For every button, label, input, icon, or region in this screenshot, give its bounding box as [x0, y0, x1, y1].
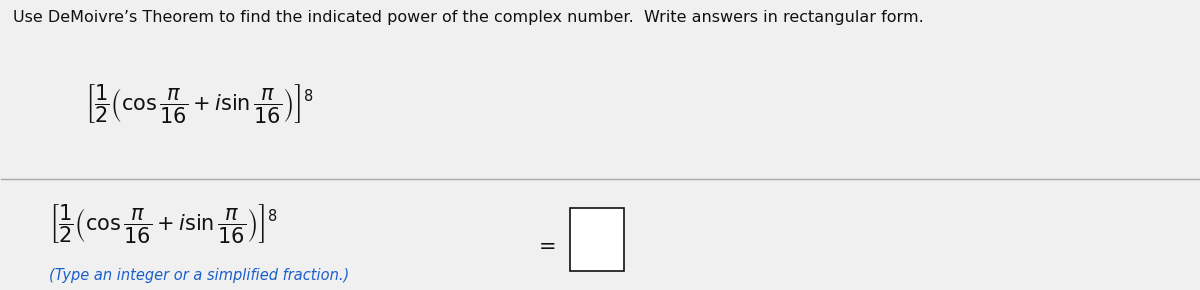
- FancyBboxPatch shape: [570, 208, 624, 271]
- Text: $\left[\dfrac{1}{2}\left(\cos\dfrac{\pi}{16} + i\sin\dfrac{\pi}{16}\right)\right: $\left[\dfrac{1}{2}\left(\cos\dfrac{\pi}…: [49, 202, 278, 245]
- Text: (Type an integer or a simplified fraction.): (Type an integer or a simplified fractio…: [49, 268, 349, 283]
- Text: $=$: $=$: [534, 236, 556, 255]
- Text: $\left[\dfrac{1}{2}\left(\cos\dfrac{\pi}{16} + i\sin\dfrac{\pi}{16}\right)\right: $\left[\dfrac{1}{2}\left(\cos\dfrac{\pi}…: [85, 82, 314, 125]
- Text: Use DeMoivre’s Theorem to find the indicated power of the complex number.  Write: Use DeMoivre’s Theorem to find the indic…: [13, 10, 924, 25]
